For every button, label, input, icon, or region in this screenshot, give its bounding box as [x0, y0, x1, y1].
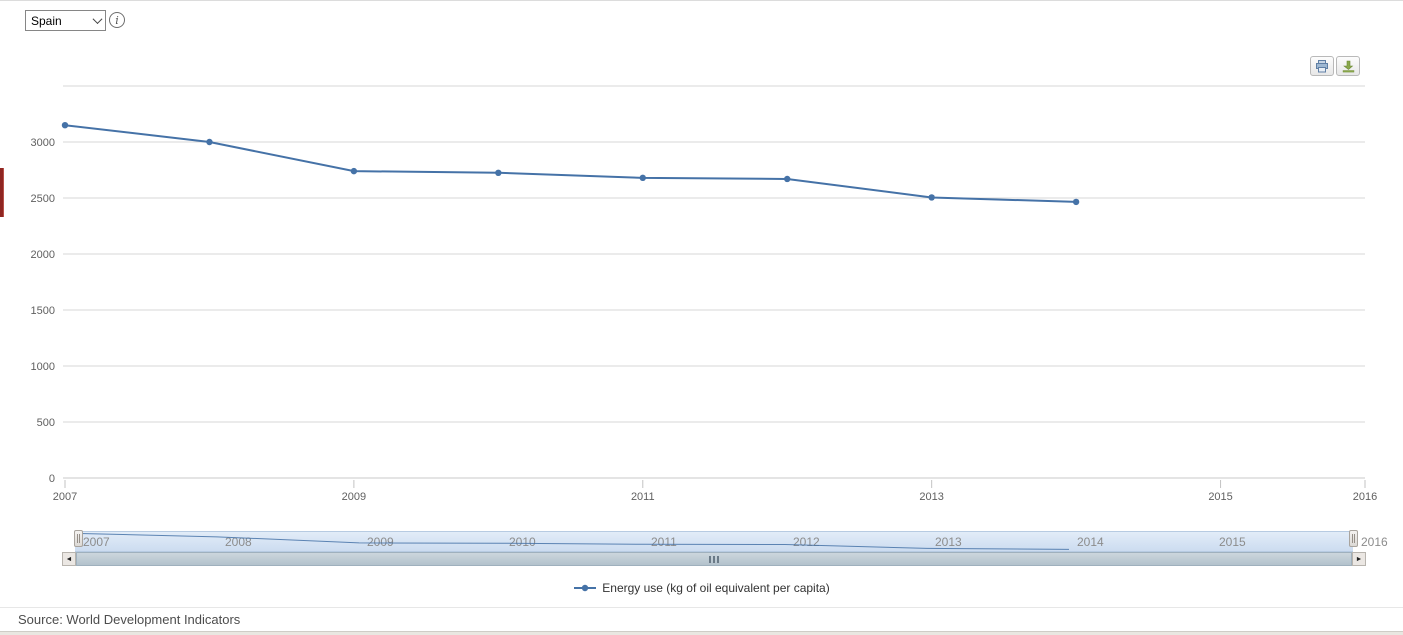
feedback-tab-fragment[interactable] [0, 168, 4, 217]
y-axis-label: 2000 [31, 249, 55, 261]
scrollbar-left-arrow[interactable]: ◄ [62, 552, 76, 566]
x-axis-label: 2009 [342, 491, 366, 503]
scrollbar-thumb[interactable] [76, 552, 1352, 566]
chevron-down-icon [89, 11, 105, 30]
info-icon[interactable]: i [109, 12, 125, 28]
x-axis-label: 2015 [1208, 491, 1232, 503]
navigator-year-label: 2016 [1361, 535, 1388, 549]
data-point-2010[interactable] [495, 169, 502, 176]
data-point-2012[interactable] [784, 175, 791, 183]
data-point-2014[interactable] [1072, 198, 1080, 206]
navigator-left-handle[interactable] [74, 530, 83, 547]
data-point-2007[interactable] [61, 122, 69, 129]
y-axis-label: 1500 [31, 305, 55, 317]
legend-line-marker-icon [574, 584, 597, 592]
download-icon [1342, 60, 1354, 72]
navigator-right-handle[interactable] [1349, 530, 1358, 547]
data-point-2008[interactable] [206, 138, 213, 146]
legend-label: Energy use (kg of oil equivalent per cap… [602, 581, 830, 595]
y-axis-label: 2500 [31, 193, 55, 205]
scrollbar-right-arrow[interactable]: ► [1352, 552, 1366, 566]
printer-icon [1316, 59, 1328, 72]
x-axis-label: 2013 [919, 491, 943, 503]
country-select-value: Spain [31, 13, 62, 28]
y-axis-label: 3000 [31, 137, 55, 149]
x-axis-label: 2007 [53, 491, 77, 503]
y-axis-label: 1000 [31, 361, 55, 373]
y-axis-label: 500 [37, 417, 55, 429]
y-axis-label: 0 [49, 473, 55, 485]
download-button[interactable] [1336, 56, 1360, 76]
x-axis-label: 2011 [631, 491, 655, 503]
country-select[interactable]: Spain [25, 10, 106, 31]
data-point-2011[interactable] [639, 174, 646, 182]
data-point-2009[interactable] [350, 167, 358, 175]
print-button[interactable] [1310, 56, 1334, 76]
bottom-strip [0, 631, 1403, 635]
source-note: Source: World Development Indicators [18, 612, 241, 627]
legend-item[interactable]: Energy use (kg of oil equivalent per cap… [0, 581, 1403, 595]
series-line [64, 124, 1077, 203]
data-point-2013[interactable] [928, 194, 935, 201]
navigator-range-band[interactable] [75, 531, 1353, 552]
divider [0, 607, 1403, 608]
x-axis-label: 2016 [1353, 491, 1377, 503]
